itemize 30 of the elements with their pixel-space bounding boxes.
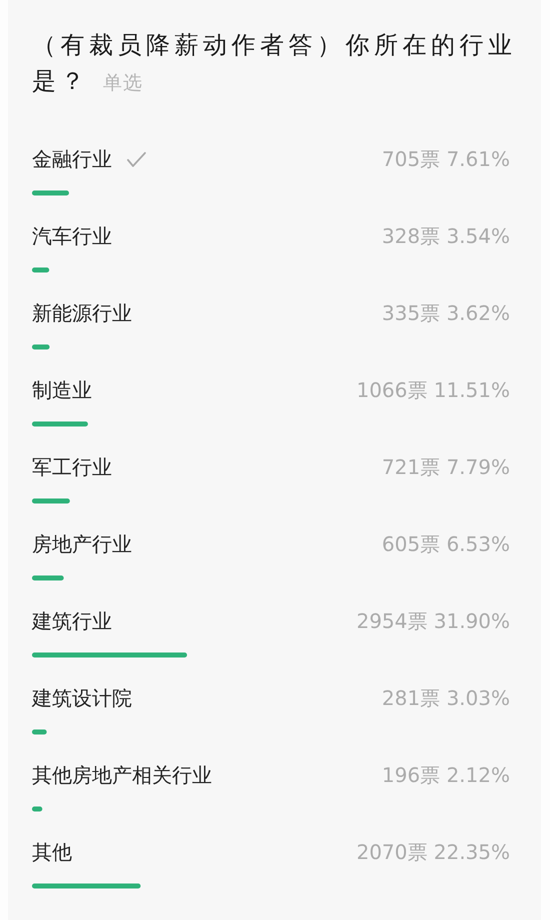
bar	[32, 576, 64, 580]
data-label: 721票 7.79%	[382, 455, 510, 479]
data-label: 2070票 22.35%	[356, 840, 510, 864]
y-tick-label: 房地产行业	[32, 532, 132, 556]
data-label: 328票 3.54%	[382, 224, 510, 248]
data-label: 2954票 31.90%	[356, 609, 510, 633]
bar	[32, 344, 50, 350]
y-tick-label: 汽车行业	[32, 224, 112, 248]
data-label: 335票 3.62%	[382, 301, 510, 325]
bar	[32, 422, 88, 426]
data-label: 705票 7.61%	[382, 147, 510, 171]
bar	[32, 190, 69, 196]
bar	[32, 730, 47, 734]
y-tick-label: 建筑行业	[31, 609, 112, 633]
data-label: 1066票 11.51%	[356, 378, 510, 402]
y-tick-label: 金融行业	[32, 147, 112, 171]
data-label: 605票 6.53%	[382, 532, 510, 556]
y-tick-label: 制造业	[32, 378, 92, 402]
data-label: 196票 2.12%	[382, 763, 510, 787]
bar	[32, 652, 188, 658]
y-tick-label: 建筑设计院	[31, 686, 132, 710]
y-tick-label: 军工行业	[32, 455, 112, 479]
y-tick-label: 新能源行业	[32, 301, 132, 325]
y-tick-label: 其他	[32, 840, 72, 864]
bar	[32, 268, 50, 272]
y-tick-label: 其他房地产相关行业	[32, 763, 212, 787]
bar	[32, 884, 141, 888]
chart-subtitle: 单选	[103, 72, 143, 94]
bar	[32, 498, 70, 504]
data-label: 281票 3.03%	[382, 686, 510, 710]
